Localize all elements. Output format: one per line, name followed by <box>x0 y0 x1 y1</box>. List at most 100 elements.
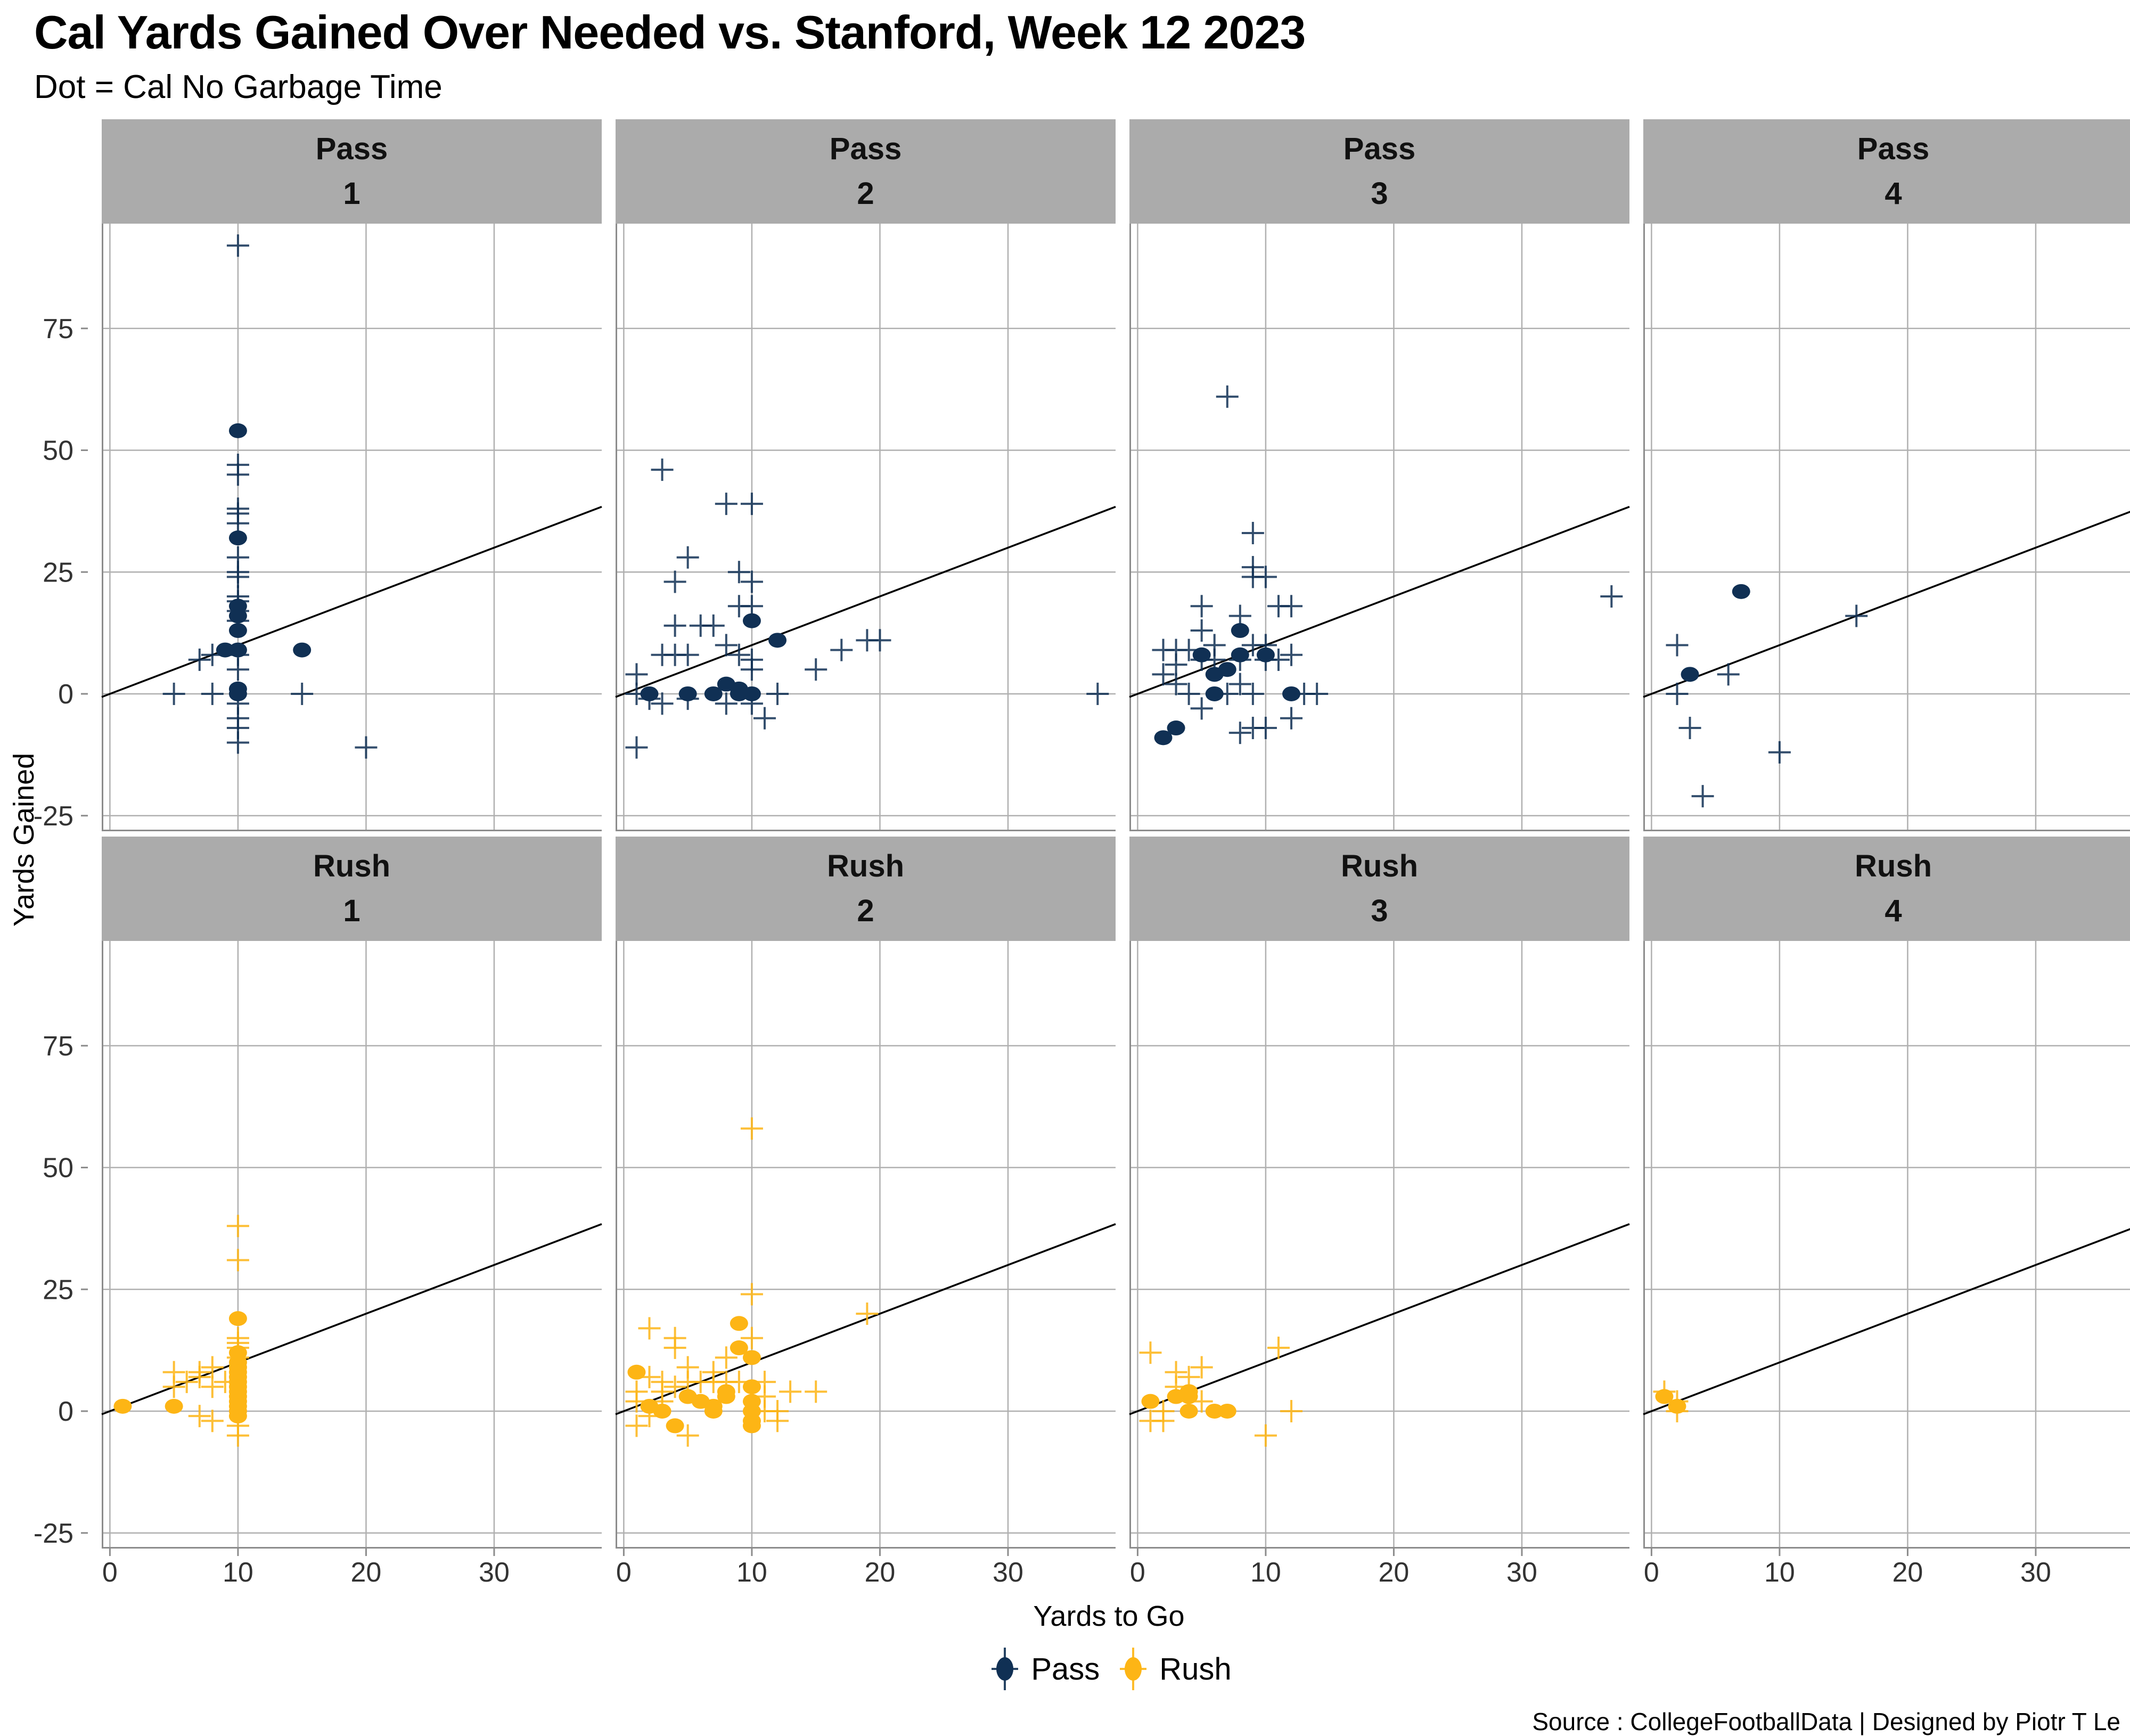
x-tick-label: 10 <box>736 1557 767 1588</box>
x-tick-label: 20 <box>865 1557 896 1588</box>
pass-dot-marker <box>742 686 761 701</box>
facet-plot <box>1643 224 2130 831</box>
rush-cross-marker <box>663 1337 686 1360</box>
identity-reference-line <box>1643 511 2130 698</box>
x-tick-label: 10 <box>223 1557 253 1588</box>
pass-dot-marker <box>1154 730 1173 746</box>
facet-panel-rush-1: 0 10 20 30 <box>101 941 602 1588</box>
x-tick-label: 10 <box>1250 1557 1281 1588</box>
pass-cross-marker <box>1678 717 1701 740</box>
facet-panel-rush-3: 0 10 20 30 <box>1129 941 1630 1588</box>
rush-dot-marker <box>1179 1403 1198 1419</box>
pass-cross-marker <box>1280 643 1303 666</box>
rush-cross-marker <box>188 1365 211 1388</box>
pass-cross-marker <box>740 658 763 681</box>
facet-strip-row-label: Rush <box>1341 848 1418 883</box>
rush-cross-marker <box>740 1283 763 1306</box>
y-tick-label: -25 <box>34 801 73 832</box>
rush-legend-marker-icon <box>1115 1644 1152 1693</box>
pass-cross-marker <box>1280 595 1303 618</box>
rush-dot-marker <box>228 1311 247 1326</box>
rush-dot-marker <box>730 1316 748 1331</box>
panel-background <box>616 224 1116 831</box>
pass-dot-marker <box>1231 623 1249 638</box>
rush-cross-marker <box>188 1405 211 1428</box>
rush-cross-marker <box>856 1302 879 1325</box>
pass-dot-marker <box>216 642 234 658</box>
pass-cross-marker <box>651 458 674 481</box>
rush-cross-marker <box>175 1371 198 1394</box>
facet-strip-col-label: 3 <box>1371 176 1388 211</box>
identity-reference-line <box>615 505 1116 698</box>
facet-strip-col-label: 3 <box>1371 894 1388 929</box>
rush-dot-marker <box>742 1418 761 1434</box>
rush-cross-marker <box>663 1375 686 1398</box>
pass-cross-marker <box>740 570 763 593</box>
pass-cross-marker <box>162 682 185 705</box>
pass-cross-marker <box>1845 604 1868 627</box>
pass-cross-marker <box>1600 585 1623 608</box>
pass-cross-marker <box>355 736 378 759</box>
panel-background <box>1643 224 2130 831</box>
legend-item-rush: Rush <box>1115 1644 1232 1693</box>
x-tick-label: 30 <box>2020 1557 2051 1588</box>
pass-dot-marker <box>640 686 659 701</box>
facet-plot: 0 10 20 30 <box>101 941 602 1588</box>
y-tick-label: 25 <box>43 1274 73 1305</box>
rush-dot-marker <box>1668 1398 1686 1414</box>
facet-strip-row-label: Pass <box>1343 131 1416 166</box>
rush-cross-marker <box>201 1356 224 1379</box>
facet-strip-col-label: 1 <box>343 894 361 929</box>
facet-panel-rush-2: 0 10 20 30 <box>615 941 1116 1588</box>
legend-label-rush: Rush <box>1159 1651 1232 1686</box>
faceted-scatter-chart: Pass 1 Pass 2 Pass 3 Pass 4 -25 0 25 50 75 Rush 1 Rush 2… <box>0 119 2130 1736</box>
pass-cross-marker <box>869 629 891 652</box>
facet-panel-pass-2 <box>615 224 1116 831</box>
pass-cross-marker <box>226 566 249 588</box>
pass-dot-marker <box>742 613 761 628</box>
pass-cross-marker <box>740 493 763 515</box>
pass-cross-marker <box>727 643 750 666</box>
rush-dot-marker <box>627 1364 646 1380</box>
facet-strip-row-label: Rush <box>1855 848 1932 883</box>
y-tick-label: -25 <box>34 1518 73 1549</box>
y-axis: -25 0 25 50 75 <box>34 1031 88 1549</box>
source-credit: Source : CollegeFootballData | Designed … <box>1532 1708 2120 1735</box>
pass-dot-marker <box>228 608 247 624</box>
pass-cross-marker <box>1190 595 1213 618</box>
pass-dot-marker <box>228 623 247 638</box>
legend: Pass Rush <box>0 1644 2130 1693</box>
strip-gutter <box>0 837 88 941</box>
x-tick-label: 30 <box>993 1557 1023 1588</box>
facet-strip-pass-4: Pass 4 <box>1643 119 2130 224</box>
legend-label-pass: Pass <box>1031 1651 1100 1686</box>
facet-strip-col-label: 2 <box>857 894 874 929</box>
rush-cross-marker <box>1254 1424 1277 1447</box>
pass-cross-marker <box>625 736 648 759</box>
rush-cross-marker <box>805 1380 828 1403</box>
pass-cross-marker <box>1666 634 1689 657</box>
x-tick-label: 10 <box>1764 1557 1795 1588</box>
facet-plot <box>1129 224 1630 831</box>
pass-cross-marker <box>1165 653 1187 676</box>
rush-cross-marker <box>779 1380 802 1403</box>
pass-dot-marker <box>768 633 787 648</box>
pass-dot-marker <box>704 686 723 701</box>
x-tick-label: 20 <box>351 1557 382 1588</box>
panel-background <box>1129 941 1629 1549</box>
pass-cross-marker <box>1666 682 1689 705</box>
pass-cross-marker <box>1228 722 1251 744</box>
pass-cross-marker <box>1086 682 1109 705</box>
rush-dot-marker <box>653 1403 671 1419</box>
legend-key-icon <box>992 1648 1019 1690</box>
identity-reference-line <box>101 505 602 698</box>
pass-cross-marker <box>676 643 699 666</box>
pass-cross-marker <box>702 614 725 637</box>
pass-dot-marker <box>228 423 247 438</box>
y-tick-label: 25 <box>43 557 73 588</box>
panel-background <box>102 941 602 1549</box>
x-axis-title: Yards to Go <box>1033 1600 1185 1632</box>
pass-cross-marker <box>1228 673 1251 695</box>
identity-reference-line <box>1129 505 1630 698</box>
